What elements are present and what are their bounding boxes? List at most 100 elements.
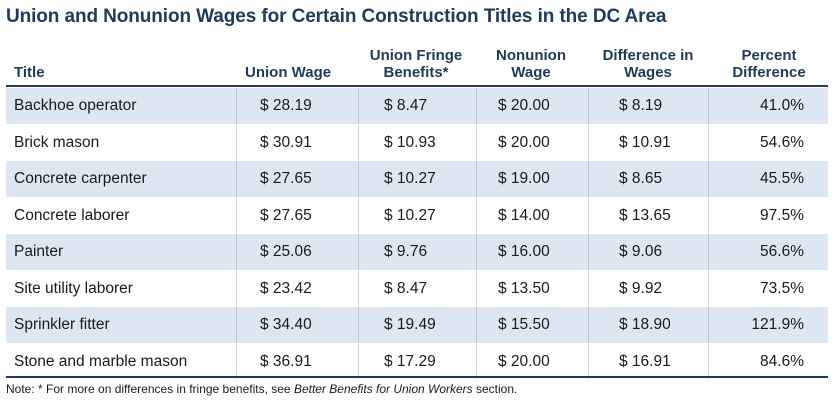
cell-fringe: $ 10.27	[384, 170, 436, 187]
column-divider	[588, 197, 589, 233]
table-row: Concrete carpenter $ 27.65 $ 10.27 $ 19.00 $…	[6, 161, 828, 198]
table-row: Stone and marble mason $ 36.91 $ 17.29 $ 20…	[6, 343, 828, 380]
cell-title: Painter	[14, 243, 64, 260]
table-row: Sprinkler fitter $ 34.40 $ 19.49 $ 15.50 $ 1…	[6, 307, 828, 344]
cell-diff: $ 9.06	[619, 243, 663, 260]
column-divider	[708, 343, 709, 379]
cell-diff: $ 18.90	[619, 316, 671, 333]
table-row: Site utility laborer $ 23.42 $ 8.47 $ 13.50…	[6, 270, 828, 307]
note-prefix: Note: * For more on differences in fring…	[6, 382, 294, 396]
column-divider	[358, 88, 359, 124]
cell-pct: 56.6%	[760, 243, 804, 260]
column-divider	[588, 124, 589, 160]
cell-fringe: $ 9.76	[384, 243, 428, 260]
column-divider	[236, 343, 237, 379]
column-divider	[708, 88, 709, 124]
cell-fringe: $ 19.49	[384, 316, 436, 333]
table-row: Backhoe operator $ 28.19 $ 8.47 $ 20.00 $ 8.…	[6, 88, 828, 125]
column-header-difference: Difference in Wages	[588, 47, 708, 81]
cell-title: Backhoe operator	[14, 97, 137, 114]
column-divider	[476, 161, 477, 197]
column-divider	[708, 270, 709, 306]
column-divider	[358, 124, 359, 160]
column-header-percent: Percent Difference	[710, 47, 828, 81]
cell-title: Concrete carpenter	[14, 170, 147, 187]
cell-title: Concrete laborer	[14, 206, 130, 224]
cell-union-wage: $ 30.91	[260, 133, 312, 151]
column-divider	[476, 197, 477, 233]
table-row: Painter $ 25.06 $ 9.76 $ 16.00 $ 9.06 56.6%	[6, 234, 828, 271]
column-divider	[476, 88, 477, 124]
table-title: Union and Nonunion Wages for Certain Con…	[6, 6, 667, 27]
cell-title: Stone and marble mason	[14, 352, 188, 370]
cell-union-wage: $ 36.91	[260, 352, 312, 370]
cell-pct: 41.0%	[760, 97, 804, 114]
column-divider	[476, 307, 477, 343]
note-italic-link-text: Better Benefits for Union Workers	[293, 382, 473, 396]
column-header-title: Title	[14, 64, 45, 81]
cell-fringe: $ 8.47	[384, 97, 428, 114]
cell-pct: 54.6%	[760, 133, 804, 151]
column-header-nonunion-wage: Nonunion Wage	[476, 47, 586, 81]
cell-nonunion: $ 20.00	[498, 352, 550, 370]
cell-nonunion: $ 20.00	[498, 97, 550, 114]
column-divider	[236, 270, 237, 306]
column-divider	[588, 161, 589, 197]
cell-diff: $ 9.92	[619, 279, 663, 297]
column-divider	[358, 161, 359, 197]
column-header-nonunion-line1: Nonunion	[496, 47, 566, 64]
column-divider	[708, 124, 709, 160]
column-header-nonunion-line2: Wage	[511, 64, 551, 81]
table-note: Note: * For more on differences in fring…	[6, 376, 828, 396]
note-suffix: section.	[472, 382, 518, 396]
cell-diff: $ 8.65	[619, 170, 663, 187]
cell-title: Sprinkler fitter	[14, 316, 110, 333]
column-divider	[358, 307, 359, 343]
cell-union-wage: $ 23.42	[260, 279, 312, 297]
column-divider	[588, 343, 589, 379]
cell-diff: $ 8.19	[619, 97, 663, 114]
cell-pct: 73.5%	[760, 279, 804, 297]
column-header-difference-line2: Wages	[624, 64, 672, 81]
cell-nonunion: $ 14.00	[498, 206, 550, 224]
cell-fringe: $ 10.27	[384, 206, 436, 224]
column-divider	[708, 197, 709, 233]
column-divider	[358, 270, 359, 306]
column-divider	[588, 88, 589, 124]
column-header-percent-line2: Difference	[732, 64, 806, 81]
cell-union-wage: $ 25.06	[260, 243, 312, 260]
cell-pct: 121.9%	[751, 316, 804, 333]
column-header-union-fringe: Union Fringe Benefits*	[356, 47, 476, 81]
cell-fringe: $ 17.29	[384, 352, 436, 370]
column-divider	[236, 161, 237, 197]
cell-union-wage: $ 27.65	[260, 206, 312, 224]
cell-diff: $ 13.65	[619, 206, 671, 224]
column-divider	[236, 124, 237, 160]
cell-diff: $ 10.91	[619, 133, 671, 151]
cell-pct: 84.6%	[760, 352, 804, 370]
cell-fringe: $ 8.47	[384, 279, 428, 297]
column-divider	[236, 197, 237, 233]
column-header-union-fringe-line2: Benefits*	[383, 64, 449, 81]
column-divider	[708, 307, 709, 343]
column-divider	[358, 197, 359, 233]
column-divider	[236, 88, 237, 124]
column-divider	[358, 343, 359, 379]
column-divider	[708, 161, 709, 197]
column-divider	[236, 234, 237, 270]
column-divider	[708, 234, 709, 270]
cell-nonunion: $ 20.00	[498, 133, 550, 151]
table-header: Title Union Wage Union Fringe Benefits* …	[6, 43, 828, 87]
table-body: Backhoe operator $ 28.19 $ 8.47 $ 20.00 $ 8.…	[6, 88, 828, 380]
column-divider	[236, 307, 237, 343]
column-header-difference-line1: Difference in	[602, 47, 694, 64]
column-divider	[358, 234, 359, 270]
cell-union-wage: $ 34.40	[260, 316, 312, 333]
column-header-union-wage: Union Wage	[245, 64, 332, 81]
cell-title: Site utility laborer	[14, 279, 133, 297]
cell-pct: 97.5%	[760, 206, 804, 224]
cell-nonunion: $ 16.00	[498, 243, 550, 260]
column-header-union-fringe-line1: Union Fringe	[369, 47, 463, 64]
column-divider	[588, 307, 589, 343]
column-divider	[476, 343, 477, 379]
